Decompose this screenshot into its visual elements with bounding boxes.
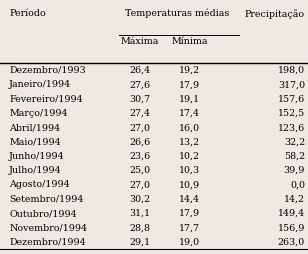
Text: 14,4: 14,4 — [179, 194, 200, 203]
Text: 317,0: 317,0 — [278, 80, 305, 89]
Text: 17,4: 17,4 — [179, 108, 200, 117]
Text: 19,2: 19,2 — [179, 66, 200, 75]
Text: Mínima: Mínima — [171, 37, 208, 46]
Text: Agosto/1994: Agosto/1994 — [9, 180, 70, 189]
Text: 17,7: 17,7 — [179, 223, 200, 231]
Text: 31,1: 31,1 — [130, 208, 151, 217]
Text: 263,0: 263,0 — [278, 237, 305, 246]
Text: 14,2: 14,2 — [284, 194, 305, 203]
Text: 27,0: 27,0 — [130, 123, 151, 132]
Text: Máxima: Máxima — [121, 37, 159, 46]
Text: Janeiro/1994: Janeiro/1994 — [9, 80, 71, 89]
Text: 30,7: 30,7 — [130, 94, 151, 103]
Text: Maio/1994: Maio/1994 — [9, 137, 61, 146]
Text: 149,4: 149,4 — [278, 208, 305, 217]
Text: Dezembro/1994: Dezembro/1994 — [9, 237, 86, 246]
Text: 0,0: 0,0 — [290, 180, 305, 189]
Text: 10,9: 10,9 — [179, 180, 200, 189]
Text: 39,9: 39,9 — [284, 166, 305, 174]
Text: 29,1: 29,1 — [130, 237, 151, 246]
Text: 19,1: 19,1 — [179, 94, 200, 103]
Text: Novembro/1994: Novembro/1994 — [9, 223, 87, 231]
Text: 27,4: 27,4 — [130, 108, 151, 117]
Text: 25,0: 25,0 — [130, 166, 151, 174]
Text: 30,2: 30,2 — [130, 194, 151, 203]
Text: 19,0: 19,0 — [179, 237, 200, 246]
Text: Abril/1994: Abril/1994 — [9, 123, 60, 132]
Text: 27,0: 27,0 — [130, 180, 151, 189]
Text: Precipitação: Precipitação — [245, 9, 305, 19]
Text: Temperaturas médias: Temperaturas médias — [125, 9, 229, 18]
Text: 10,2: 10,2 — [179, 151, 200, 160]
Text: 10,3: 10,3 — [179, 166, 200, 174]
Text: Período: Período — [9, 9, 46, 18]
Text: 16,0: 16,0 — [179, 123, 200, 132]
Text: 152,5: 152,5 — [278, 108, 305, 117]
Text: 28,8: 28,8 — [130, 223, 151, 231]
Text: Dezembro/1993: Dezembro/1993 — [9, 66, 86, 75]
Text: 123,6: 123,6 — [278, 123, 305, 132]
Text: 32,2: 32,2 — [284, 137, 305, 146]
Text: 198,0: 198,0 — [278, 66, 305, 75]
Text: 13,2: 13,2 — [179, 137, 200, 146]
Text: 23,6: 23,6 — [130, 151, 151, 160]
Text: Julho/1994: Julho/1994 — [9, 166, 62, 174]
Text: Outubro/1994: Outubro/1994 — [9, 208, 77, 217]
Text: Fevereiro/1994: Fevereiro/1994 — [9, 94, 83, 103]
Text: 26,4: 26,4 — [130, 66, 151, 75]
Text: 26,6: 26,6 — [130, 137, 151, 146]
Text: Março/1994: Março/1994 — [9, 108, 68, 117]
Text: 157,6: 157,6 — [278, 94, 305, 103]
Text: 156,9: 156,9 — [278, 223, 305, 231]
Text: Setembro/1994: Setembro/1994 — [9, 194, 83, 203]
Text: 27,6: 27,6 — [130, 80, 151, 89]
Text: 58,2: 58,2 — [284, 151, 305, 160]
Text: 17,9: 17,9 — [179, 208, 200, 217]
Text: Junho/1994: Junho/1994 — [9, 151, 65, 160]
Text: 17,9: 17,9 — [179, 80, 200, 89]
